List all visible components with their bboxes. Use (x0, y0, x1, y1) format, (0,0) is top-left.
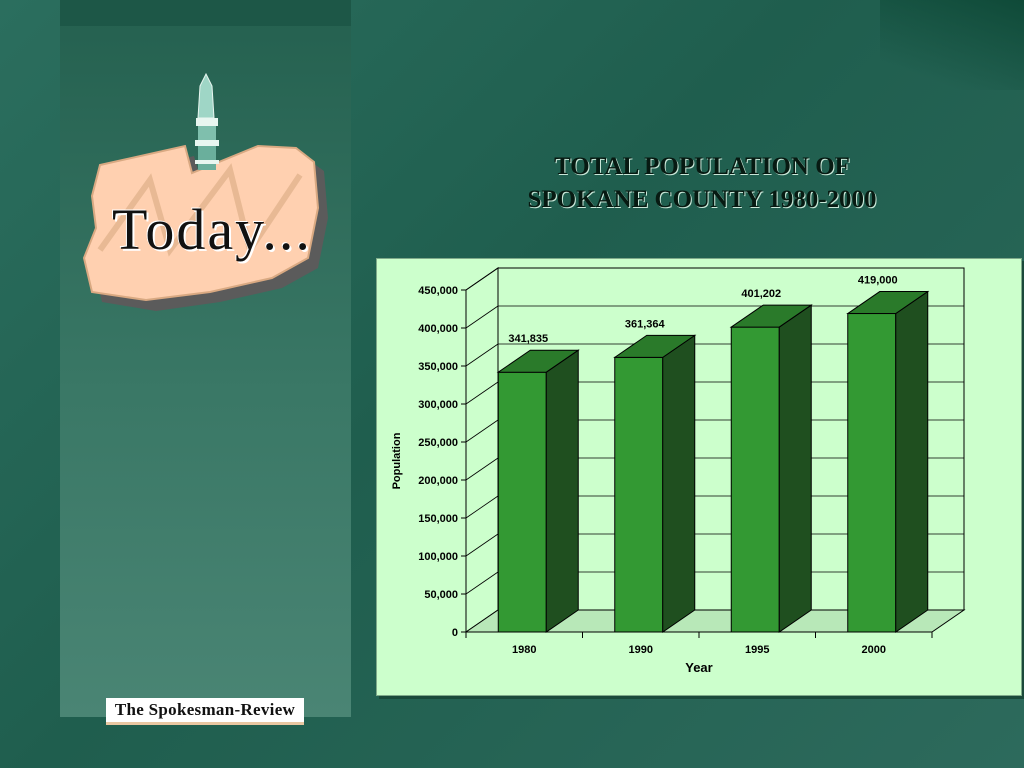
data-label: 401,202 (741, 288, 781, 300)
gridline-side (465, 381, 499, 405)
data-label: 341,835 (508, 333, 548, 345)
x-tick-label: 1990 (629, 644, 653, 656)
x-tick-label: 1995 (745, 644, 769, 656)
gridline-side (465, 305, 499, 329)
bar-top (846, 291, 930, 315)
chart-title: TOTAL POPULATION OF SPOKANE COUNTY 1980-… (440, 150, 964, 216)
x-tick-label: 1980 (512, 644, 536, 656)
bar-side (545, 349, 579, 633)
bar-side (895, 290, 929, 633)
gridline-side (465, 571, 499, 595)
y-tick-label: 0 (452, 627, 458, 639)
gridline-side (465, 457, 499, 481)
y-tick-label: 150,000 (418, 513, 458, 525)
data-label: 361,364 (625, 318, 666, 330)
bar (497, 371, 547, 633)
bar (730, 326, 780, 633)
bar-top (729, 304, 813, 328)
side-panel-top-band (60, 0, 351, 26)
bar-top (496, 349, 580, 373)
bar-top (613, 334, 697, 358)
x-tick-label: 2000 (862, 644, 886, 656)
gridline-side (465, 343, 499, 367)
y-axis-title: Population (391, 432, 403, 489)
today-logo-text: Today... (112, 197, 312, 262)
y-tick-label: 250,000 (418, 437, 458, 449)
y-tick-label: 50,000 (424, 589, 458, 601)
bar (614, 356, 664, 633)
bar-side (778, 304, 812, 633)
y-tick-label: 350,000 (418, 361, 458, 373)
bar (847, 313, 897, 633)
chart-title-line1: TOTAL POPULATION OF (554, 153, 850, 180)
y-tick-label: 400,000 (418, 323, 458, 335)
data-label: 419,000 (858, 275, 898, 287)
y-tick-label: 100,000 (418, 551, 458, 563)
spokesman-review-logo: The Spokesman-Review (106, 698, 304, 725)
y-tick-label: 200,000 (418, 475, 458, 487)
y-tick-label: 300,000 (418, 399, 458, 411)
gridline-side (465, 495, 499, 519)
gridline-side (465, 267, 499, 291)
plot-side-wall (465, 267, 499, 633)
gridline-side (465, 533, 499, 557)
y-tick-label: 450,000 (418, 285, 458, 297)
x-axis-title: Year (685, 660, 712, 675)
gridline-side (465, 419, 499, 443)
corner-shade (880, 0, 1024, 90)
bar-side (662, 334, 696, 633)
chart-title-line2: SPOKANE COUNTY 1980-2000 (527, 186, 877, 213)
